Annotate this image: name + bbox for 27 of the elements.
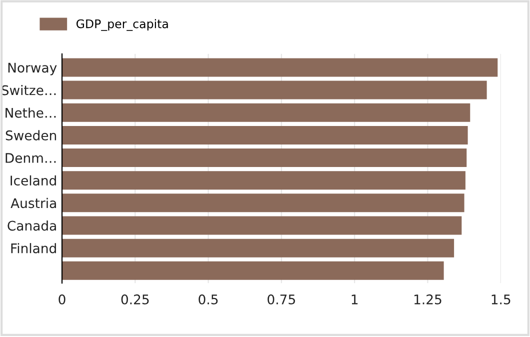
- x-tick-label: 1: [352, 294, 358, 304]
- bar: [62, 238, 454, 258]
- bar: [62, 194, 464, 212]
- y-tick-label: Sweden: [6, 130, 56, 140]
- bar: [62, 261, 444, 280]
- x-tick-label: 0.75: [268, 294, 295, 304]
- bar: [62, 216, 462, 235]
- x-tick-label: 1.5: [492, 294, 510, 304]
- x-tick-label: 0.5: [198, 294, 218, 304]
- bar: [62, 103, 470, 122]
- x-tick-label: 1.25: [414, 294, 442, 304]
- y-tick-label: Denm…: [6, 153, 56, 163]
- bar: [62, 171, 466, 190]
- y-tick-label: Norway: [8, 62, 57, 76]
- y-tick-label: Finland: [11, 243, 56, 254]
- x-tick-label: 0.25: [121, 294, 149, 304]
- y-tick-label: Nethe…: [6, 108, 56, 118]
- y-tick-label: Canada: [8, 220, 56, 231]
- y-tick-label: Switze…: [2, 85, 56, 96]
- bar: [62, 80, 487, 100]
- bar: [62, 126, 468, 144]
- legend-label: GDP_per_capita: [76, 19, 168, 31]
- y-tick-label: Austria: [10, 198, 56, 208]
- bar: [62, 148, 467, 168]
- y-tick-label: Iceland: [10, 175, 56, 186]
- bar: [62, 58, 498, 77]
- x-tick-label: 0: [58, 294, 66, 304]
